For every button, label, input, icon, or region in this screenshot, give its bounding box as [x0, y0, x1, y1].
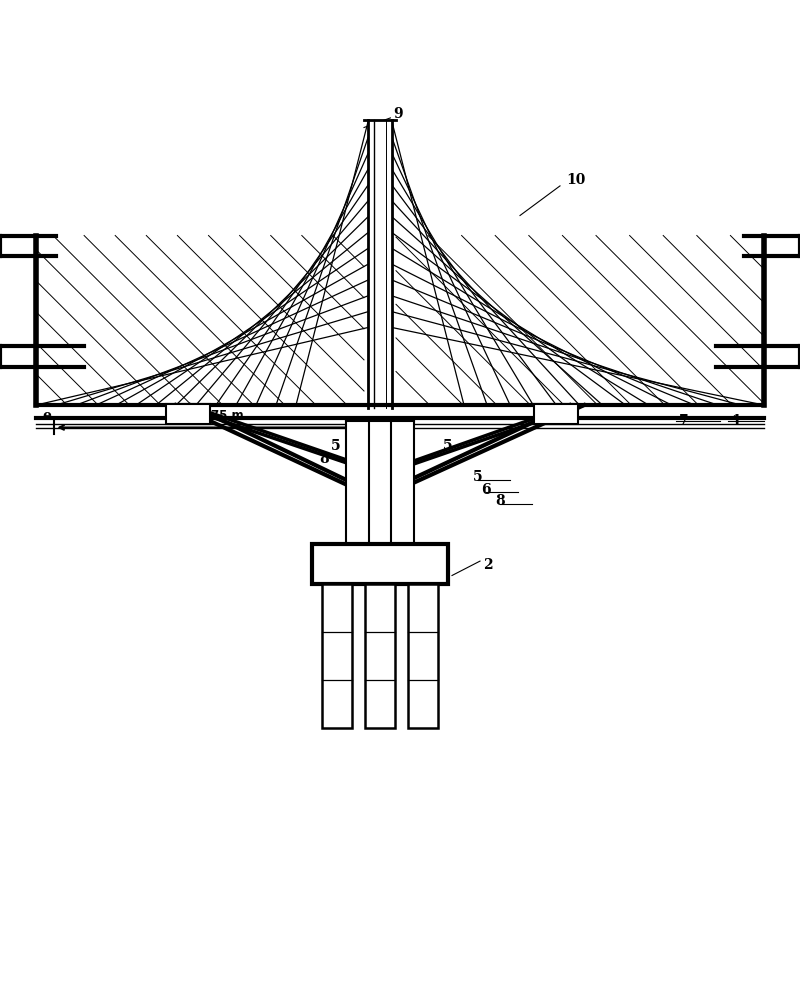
Bar	[346, 422, 414, 543]
Text: 5: 5	[443, 439, 453, 453]
Text: 5: 5	[473, 471, 482, 485]
Bar	[408, 583, 438, 727]
Text: 6: 6	[482, 483, 491, 497]
Text: 5: 5	[331, 439, 341, 453]
Text: 8: 8	[495, 495, 505, 508]
Text: 8: 8	[319, 453, 329, 467]
Text: 9: 9	[394, 107, 403, 121]
Bar	[312, 543, 448, 583]
Text: 18.75 m: 18.75 m	[190, 409, 244, 422]
Text: 7: 7	[679, 415, 689, 429]
Text: e: e	[42, 409, 51, 423]
Text: 2: 2	[483, 558, 493, 572]
Bar	[365, 583, 395, 727]
Bar	[368, 120, 392, 408]
Bar	[166, 404, 210, 424]
Bar	[534, 404, 578, 424]
Text: 10: 10	[566, 173, 586, 187]
Bar	[322, 583, 352, 727]
Text: 1: 1	[731, 415, 741, 429]
